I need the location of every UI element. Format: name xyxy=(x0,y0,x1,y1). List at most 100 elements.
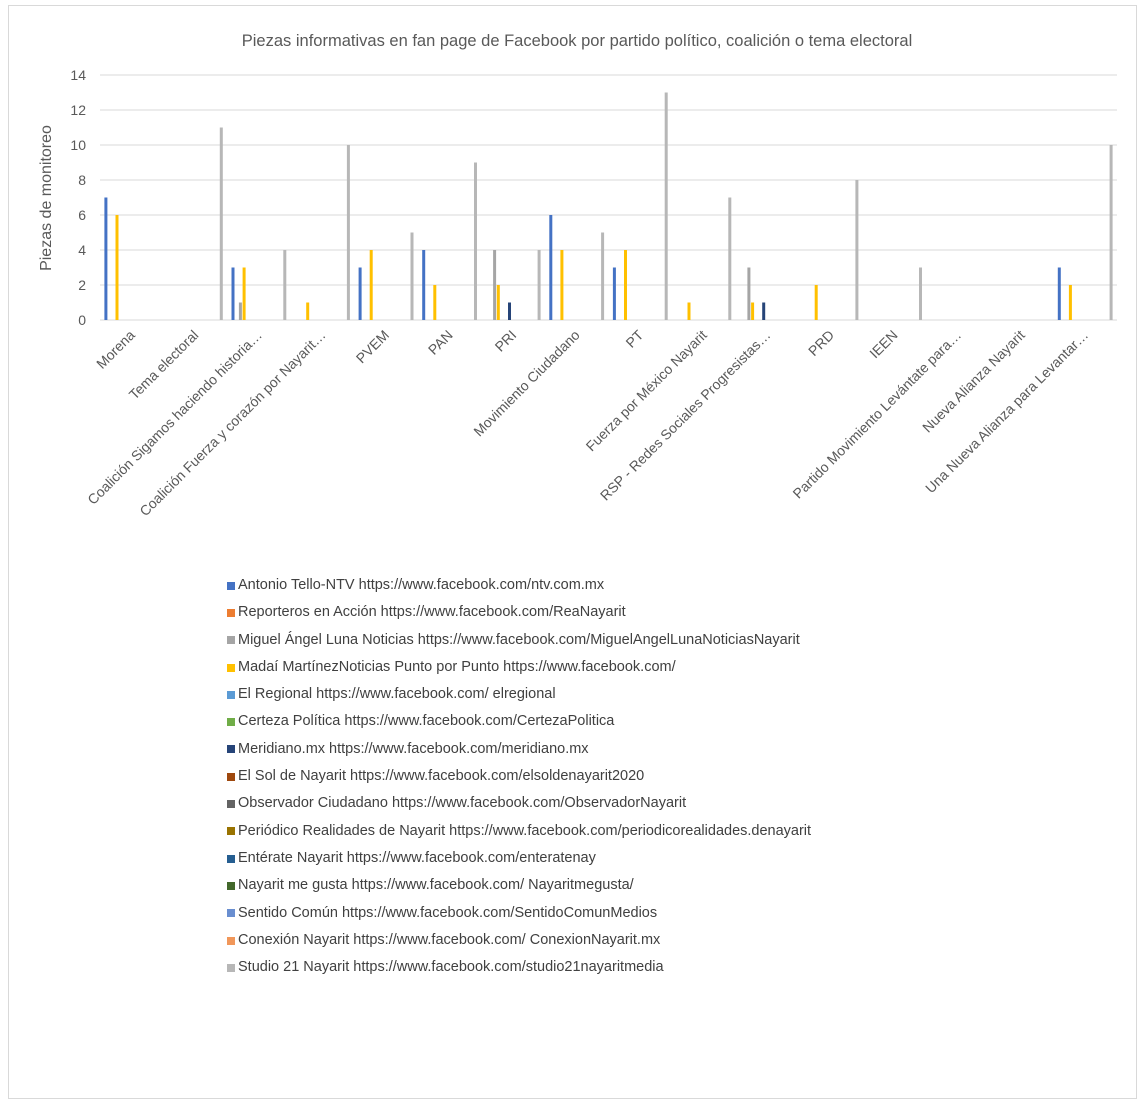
legend-item: Nayarit me gusta https://www.facebook.co… xyxy=(227,872,811,899)
legend-swatch xyxy=(227,745,235,754)
bar xyxy=(346,145,350,320)
legend-label: Meridiano.mx https://www.facebook.com/me… xyxy=(238,740,589,757)
bar xyxy=(624,250,627,320)
bar xyxy=(747,267,751,320)
legend: Antonio Tello-NTV https://www.facebook.c… xyxy=(227,572,811,981)
bar xyxy=(358,267,362,320)
chart-title: Piezas informativas en fan page de Faceb… xyxy=(242,32,912,50)
legend-item: Madaí MartínezNoticias Punto por Punto h… xyxy=(227,654,811,681)
legend-swatch xyxy=(227,636,235,645)
legend-label: Madaí MartínezNoticias Punto por Punto h… xyxy=(238,658,676,675)
legend-swatch xyxy=(227,936,235,945)
bar xyxy=(1109,145,1113,320)
bar xyxy=(238,302,242,320)
y-tick-label: 2 xyxy=(78,277,86,293)
legend-label: Certeza Política https://www.facebook.co… xyxy=(238,713,615,730)
bar xyxy=(242,267,246,320)
y-tick-label: 8 xyxy=(78,172,86,188)
x-tick-label: Movimiento Ciudadano xyxy=(470,327,583,440)
bar xyxy=(751,302,755,320)
legend-item: Sentido Común https://www.facebook.com/S… xyxy=(227,900,811,927)
legend-label: Entérate Nayarit https://www.facebook.co… xyxy=(238,849,596,866)
legend-item: Miguel Ángel Luna Noticias https://www.f… xyxy=(227,627,811,654)
legend-swatch xyxy=(227,690,235,699)
legend-item: Entérate Nayarit https://www.facebook.co… xyxy=(227,845,811,872)
bar xyxy=(283,250,287,320)
bar xyxy=(919,267,922,320)
legend-item: El Sol de Nayarit https://www.facebook.c… xyxy=(227,763,811,790)
legend-label: Conexión Nayarit https://www.facebook.co… xyxy=(238,931,661,948)
x-tick-label: Morena xyxy=(93,327,138,372)
legend-item: Antonio Tello-NTV https://www.facebook.c… xyxy=(227,572,811,599)
y-tick-label: 14 xyxy=(70,67,86,83)
legend-label: Antonio Tello-NTV https://www.facebook.c… xyxy=(238,577,605,593)
legend-label: El Regional https://www.facebook.com/ el… xyxy=(238,686,556,703)
y-tick-label: 4 xyxy=(78,242,86,258)
x-tick-label: IEEN xyxy=(866,327,900,361)
x-tick-label: PRI xyxy=(492,327,520,355)
legend-swatch xyxy=(227,772,235,781)
x-tick-label: PT xyxy=(622,326,646,350)
bar xyxy=(814,285,818,320)
bar xyxy=(422,250,426,320)
bar xyxy=(306,302,310,320)
bar xyxy=(231,267,235,320)
bar xyxy=(219,127,223,320)
bar xyxy=(687,302,691,320)
bar xyxy=(762,302,766,320)
legend-swatch xyxy=(227,608,235,617)
legend-swatch xyxy=(227,663,235,672)
legend-label: Miguel Ángel Luna Noticias https://www.f… xyxy=(238,631,800,648)
bar xyxy=(537,250,541,320)
bar xyxy=(1068,285,1072,320)
legend-item: Studio 21 Nayarit https://www.facebook.c… xyxy=(227,954,811,981)
legend-item: Meridiano.mx https://www.facebook.com/me… xyxy=(227,736,811,763)
legend-label: El Sol de Nayarit https://www.facebook.c… xyxy=(238,768,645,785)
bar xyxy=(664,92,668,320)
bar xyxy=(496,285,500,320)
legend-item: Reporteros en Acción https://www.faceboo… xyxy=(227,599,811,626)
bar xyxy=(1057,267,1061,320)
legend-swatch xyxy=(227,854,235,863)
bar xyxy=(410,232,414,320)
bar xyxy=(104,197,108,320)
legend-label: Nayarit me gusta https://www.facebook.co… xyxy=(238,877,634,894)
bar xyxy=(549,215,553,320)
bar xyxy=(508,302,511,320)
bar xyxy=(433,285,437,320)
legend-item: El Regional https://www.facebook.com/ el… xyxy=(227,681,811,708)
legend-item: Conexión Nayarit https://www.facebook.co… xyxy=(227,927,811,954)
legend-swatch xyxy=(227,909,235,918)
y-axis-label: Piezas de monitoreo xyxy=(38,125,55,271)
x-tick-label: PVEM xyxy=(353,327,392,366)
legend-label: Reporteros en Acción https://www.faceboo… xyxy=(238,604,626,621)
bar xyxy=(601,232,605,320)
x-tick-label: PRD xyxy=(805,327,837,359)
legend-swatch xyxy=(227,718,235,727)
y-tick-label: 10 xyxy=(70,137,86,153)
bar xyxy=(474,162,477,320)
legend-swatch xyxy=(227,963,235,972)
legend-item: Observador Ciudadano https://www.faceboo… xyxy=(227,790,811,817)
legend-item: Certeza Política https://www.facebook.co… xyxy=(227,708,811,735)
bar xyxy=(728,197,732,320)
bar xyxy=(369,250,373,320)
legend-label: Periódico Realidades de Nayarit https://… xyxy=(238,822,812,839)
legend-swatch xyxy=(227,581,235,590)
bar xyxy=(493,250,497,320)
y-tick-label: 12 xyxy=(70,102,86,118)
legend-item: Periódico Realidades de Nayarit https://… xyxy=(227,818,811,845)
x-tick-label: Fuerza por México Nayarit xyxy=(583,327,710,454)
legend-swatch xyxy=(227,827,235,836)
y-tick-label: 6 xyxy=(78,207,86,223)
bar xyxy=(560,250,564,320)
chart-frame xyxy=(8,5,1137,1099)
legend-swatch xyxy=(227,881,235,890)
bar xyxy=(115,215,119,320)
x-tick-label: PAN xyxy=(425,327,456,358)
legend-label: Observador Ciudadano https://www.faceboo… xyxy=(238,795,687,812)
bar xyxy=(612,267,616,320)
legend-label: Sentido Común https://www.facebook.com/S… xyxy=(238,904,658,921)
legend-label: Studio 21 Nayarit https://www.facebook.c… xyxy=(238,959,664,976)
